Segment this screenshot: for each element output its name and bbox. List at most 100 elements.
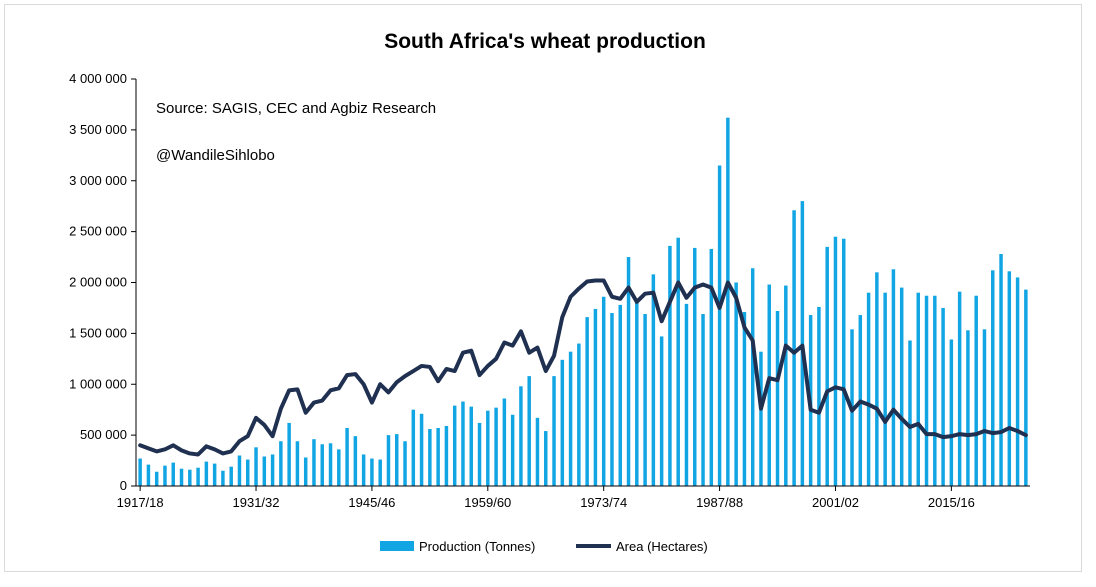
- production-bar: [585, 317, 589, 486]
- production-bar: [444, 425, 449, 486]
- production-bar: [560, 359, 565, 486]
- legend: Production (Tonnes) Area (Hectares): [380, 539, 708, 554]
- production-bar: [320, 444, 324, 486]
- production-bar: [668, 245, 672, 486]
- production-bar: [502, 398, 507, 486]
- production-bar: [792, 210, 796, 486]
- x-tick-label: 1973/74: [580, 495, 627, 510]
- production-bar: [146, 464, 151, 486]
- production-bar: [411, 409, 416, 486]
- production-bar: [287, 422, 291, 486]
- production-bar: [568, 351, 573, 486]
- production-bar: [370, 458, 374, 486]
- production-bar: [924, 295, 929, 486]
- y-tick-label: 2 000 000: [69, 275, 127, 290]
- production-bar: [726, 117, 730, 486]
- production-bar: [221, 470, 225, 486]
- production-bar: [957, 291, 962, 486]
- author-annotation: @WandileSihlobo: [156, 147, 275, 164]
- production-bars: [138, 117, 1028, 487]
- production-bar: [684, 303, 689, 486]
- y-tick-label: 500 000: [80, 427, 127, 442]
- production-bar: [933, 295, 937, 486]
- production-bar: [734, 282, 738, 486]
- production-bar: [552, 376, 556, 486]
- x-axis-labels: 1917/18 1931/32 1945/46 1959/60 1973/74 1987/…: [117, 495, 975, 510]
- y-tick-label: 4 000 000: [69, 71, 127, 86]
- production-bar: [179, 468, 184, 486]
- production-bar: [254, 447, 258, 486]
- production-bar: [403, 441, 407, 486]
- x-tick-label: 2001/02: [812, 495, 859, 510]
- production-bar: [328, 443, 333, 486]
- production-bar: [618, 304, 622, 486]
- y-tick-label: 3 000 000: [69, 173, 127, 188]
- legend-label-production: Production (Tonnes): [419, 539, 535, 554]
- production-bar: [312, 439, 316, 486]
- production-bar: [452, 405, 457, 486]
- production-bar: [171, 462, 175, 486]
- y-tick-label: 1 500 000: [69, 325, 127, 340]
- production-bar: [279, 441, 283, 486]
- production-bar: [494, 407, 498, 486]
- source-annotation: Source: SAGIS, CEC and Agbiz Research: [156, 100, 436, 117]
- production-bar: [899, 287, 904, 486]
- x-tick-label: 1945/46: [348, 495, 395, 510]
- production-bar: [875, 272, 879, 486]
- production-bar: [519, 386, 523, 486]
- area-line-layer: [138, 278, 1028, 457]
- production-bar: [941, 307, 945, 486]
- production-bar: [469, 406, 473, 486]
- production-bar: [154, 471, 159, 486]
- y-tick-label: 3 500 000: [69, 122, 127, 137]
- production-bar: [386, 435, 391, 487]
- production-bar: [353, 436, 358, 486]
- legend-label-area: Area (Hectares): [616, 539, 708, 554]
- production-bar: [866, 292, 871, 486]
- production-bar: [1024, 289, 1028, 486]
- production-bar: [196, 467, 200, 486]
- production-bar: [138, 458, 142, 486]
- production-bar: [237, 455, 242, 486]
- x-tick-label: 1917/18: [117, 495, 164, 510]
- x-tick-label: 1931/32: [233, 495, 280, 510]
- production-bar: [991, 270, 995, 486]
- production-bar: [651, 274, 656, 486]
- production-bar: [883, 292, 887, 486]
- production-bar: [842, 238, 846, 486]
- production-bar: [833, 236, 838, 486]
- production-bar: [246, 459, 250, 486]
- production-bar: [510, 414, 515, 486]
- production-bar: [577, 343, 581, 486]
- production-bar: [701, 314, 705, 486]
- production-bar: [759, 351, 763, 486]
- production-bar: [337, 449, 341, 486]
- production-bar: [593, 308, 598, 486]
- production-bar: [188, 469, 192, 486]
- production-bar: [610, 313, 614, 486]
- production-bar: [345, 428, 349, 486]
- production-bar: [461, 401, 465, 486]
- y-tick-label: 2 500 000: [69, 224, 127, 239]
- y-tick-label: 1 000 000: [69, 376, 127, 391]
- production-bar: [1015, 277, 1020, 486]
- production-bar: [966, 330, 970, 486]
- production-bar: [544, 431, 548, 486]
- legend-swatch-production: [380, 541, 414, 551]
- production-bar: [477, 422, 482, 486]
- production-bar: [626, 257, 631, 486]
- production-bar: [303, 457, 308, 486]
- production-bar: [974, 295, 978, 486]
- production-bar: [361, 454, 366, 486]
- production-bar: [784, 285, 788, 486]
- production-bar: [635, 300, 639, 486]
- production-bar: [908, 340, 912, 486]
- production-bar: [163, 465, 167, 486]
- production-bar: [949, 339, 954, 486]
- y-tick-label: 0: [120, 478, 127, 493]
- production-bar: [212, 463, 217, 486]
- production-bar: [262, 456, 267, 486]
- production-bar: [982, 329, 987, 486]
- x-tick-label: 1959/60: [464, 495, 511, 510]
